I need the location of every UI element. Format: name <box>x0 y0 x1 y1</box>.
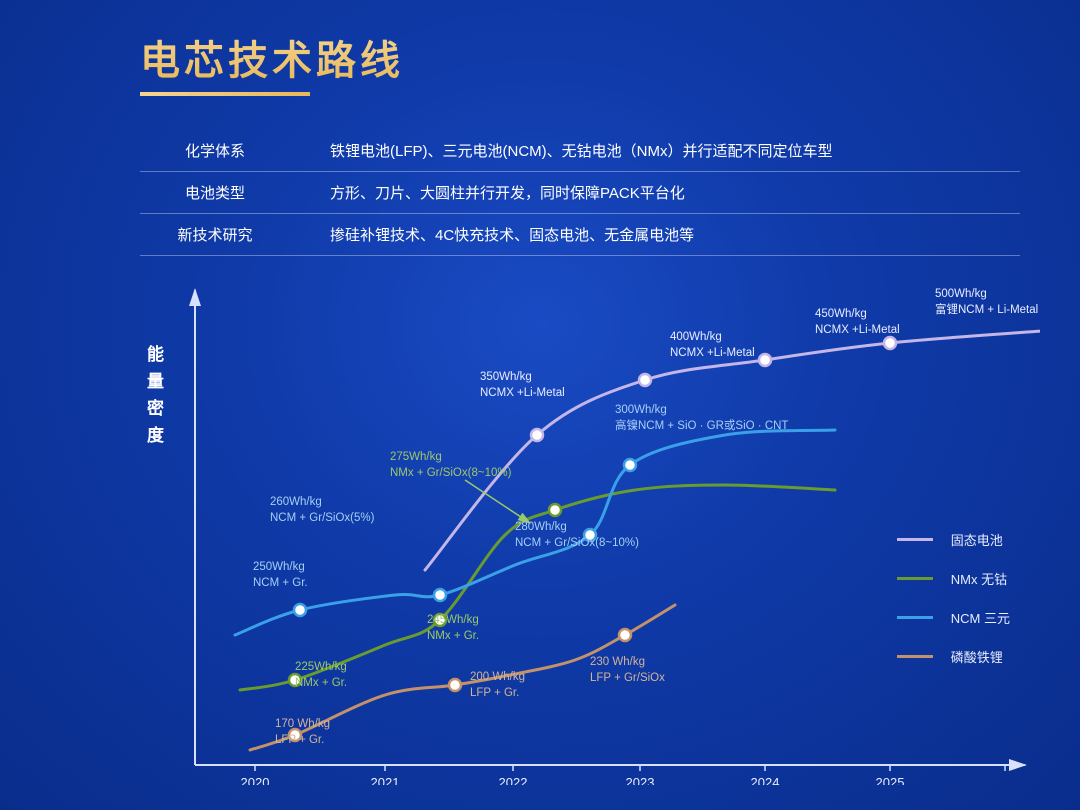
data-label: 200 Wh/kgLFP + Gr. <box>470 670 525 701</box>
legend-label: NMx 无钴 <box>951 569 1007 588</box>
legend-item: 磷酸铁锂 <box>897 647 1010 666</box>
data-label: 450Wh/kgNCMX +Li-Metal <box>815 307 900 338</box>
data-label: 275Wh/kgNMx + Gr/SiOx(8~10%) <box>390 450 511 481</box>
info-label: 化学体系 <box>140 140 290 161</box>
svg-text:2025: 2025 <box>876 775 905 785</box>
info-label: 新技术研究 <box>140 224 290 245</box>
data-label: 230 Wh/kgLFP + Gr/SiOx <box>590 655 665 686</box>
legend-label: 固态电池 <box>951 530 1003 549</box>
info-row: 新技术研究掺硅补锂技术、4C快充技术、固态电池、无金属电池等 <box>140 214 1020 256</box>
title-underline <box>140 92 310 96</box>
info-value: 掺硅补锂技术、4C快充技术、固态电池、无金属电池等 <box>290 224 1020 245</box>
info-value: 方形、刀片、大圆柱并行开发，同时保障PACK平台化 <box>290 182 1020 203</box>
info-row: 电池类型方形、刀片、大圆柱并行开发，同时保障PACK平台化 <box>140 172 1020 214</box>
legend-swatch <box>897 655 933 658</box>
y-axis-label: 能量密度 <box>148 345 166 453</box>
info-row: 化学体系铁锂电池(LFP)、三元电池(NCM)、无钴电池（NMx）并行适配不同定… <box>140 130 1020 172</box>
page-title: 电芯技术路线 <box>140 28 404 86</box>
data-label: 400Wh/kgNCMX +Li-Metal <box>670 330 755 361</box>
svg-text:2023: 2023 <box>626 775 655 785</box>
data-label: 280Wh/kgNCM + Gr/SiOx(8~10%) <box>515 520 639 551</box>
svg-text:2022: 2022 <box>499 775 528 785</box>
legend-label: 磷酸铁锂 <box>951 647 1003 666</box>
info-value: 铁锂电池(LFP)、三元电池(NCM)、无钴电池（NMx）并行适配不同定位车型 <box>290 140 1020 161</box>
data-label: 245Wh/kgNMx + Gr. <box>427 613 479 644</box>
legend-swatch <box>897 538 933 541</box>
chart-legend: 固态电池 NMx 无钴 NCM 三元磷酸铁锂 <box>897 530 1010 686</box>
legend-item: 固态电池 <box>897 530 1010 549</box>
legend-item: NCM 三元 <box>897 608 1010 627</box>
data-label: 170 Wh/kgLFP + Gr. <box>275 717 330 748</box>
svg-text:2021: 2021 <box>371 775 400 785</box>
data-label: 250Wh/kgNCM + Gr. <box>253 560 308 591</box>
legend-swatch <box>897 616 933 619</box>
info-table: 化学体系铁锂电池(LFP)、三元电池(NCM)、无钴电池（NMx）并行适配不同定… <box>140 130 1020 256</box>
data-label: 225Wh/kgNMx + Gr. <box>295 660 347 691</box>
svg-text:…………: ………… <box>979 775 1031 785</box>
svg-text:2024: 2024 <box>751 775 780 785</box>
roadmap-chart: 能量密度 202020212022202320242025…………2030 固态… <box>140 275 1040 785</box>
data-label: 350Wh/kgNCMX +Li-Metal <box>480 370 565 401</box>
data-label: 300Wh/kg高镍NCM + SiO · GR或SiO · CNT <box>615 403 788 434</box>
data-label: 260Wh/kgNCM + Gr/SiOx(5%) <box>270 495 374 526</box>
legend-label: NCM 三元 <box>951 608 1010 627</box>
legend-swatch <box>897 577 933 580</box>
legend-item: NMx 无钴 <box>897 569 1010 588</box>
svg-text:2020: 2020 <box>241 775 270 785</box>
data-label: 500Wh/kg富锂NCM + Li-Metal <box>935 287 1038 318</box>
info-label: 电池类型 <box>140 182 290 203</box>
